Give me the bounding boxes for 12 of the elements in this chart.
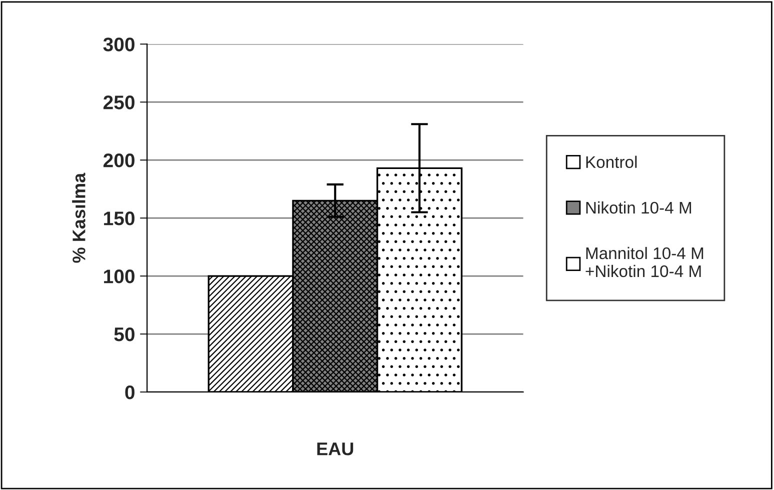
legend-label: Kontrol: [586, 156, 637, 168]
y-tick-label: 200: [103, 154, 134, 168]
y-tick-label: 50: [114, 327, 134, 342]
y-tick-label: 300: [103, 38, 134, 52]
y-axis-title: % Kasılma: [72, 172, 86, 263]
y-tick-label: 100: [104, 270, 134, 284]
legend-label: Mannitol 10-4 M +Nikotin 10-4 M: [586, 246, 704, 278]
legend-label: Nikotin 10-4 M: [586, 201, 692, 214]
x-axis-title: EAU: [317, 442, 354, 456]
y-tick-label: 150: [104, 212, 134, 226]
y-tick-label: 250: [103, 96, 134, 110]
y-tick-label: 0: [125, 385, 134, 400]
